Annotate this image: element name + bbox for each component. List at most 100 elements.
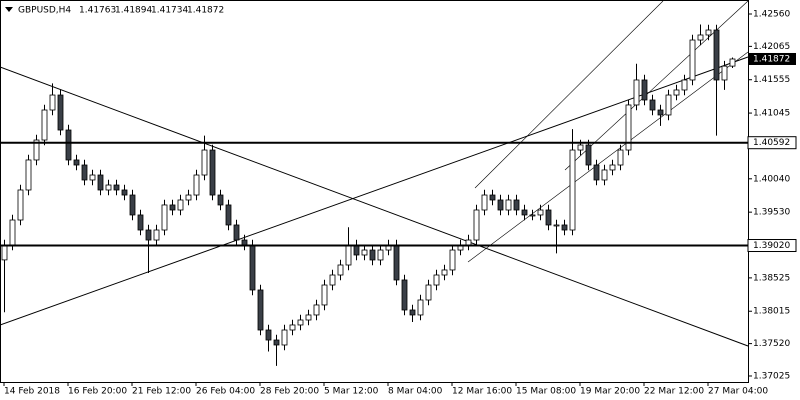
candle-body <box>17 189 24 221</box>
candle-body <box>633 79 640 106</box>
candle-body <box>225 204 232 226</box>
header-high: 1.41894 <box>115 6 152 16</box>
candle-body <box>393 244 400 281</box>
x-tick-label: 14 Feb 2018 <box>4 387 60 397</box>
candle-body <box>617 149 624 166</box>
trendline <box>0 66 749 347</box>
candle-body <box>153 229 160 241</box>
y-tick-label: 1.39530 <box>753 208 790 218</box>
candle-body <box>425 284 432 301</box>
candle-body <box>465 239 472 246</box>
candle-body <box>673 89 680 96</box>
header-low: 1.41734 <box>151 6 188 16</box>
candle-body <box>401 279 408 311</box>
x-tick-label: 15 Mar 08:00 <box>516 387 576 397</box>
candle-body <box>377 249 384 261</box>
price-label-box <box>748 52 796 65</box>
candle-body <box>721 65 728 81</box>
candle-body <box>281 329 288 346</box>
candle-body <box>681 79 688 91</box>
candle-body <box>641 79 648 101</box>
candle-body <box>1 244 8 261</box>
x-tick-label: 19 Mar 20:00 <box>580 387 640 397</box>
candle-body <box>417 299 424 316</box>
header-close: 1.41872 <box>187 6 224 16</box>
channel-line <box>474 0 664 189</box>
candle-body <box>705 29 712 36</box>
candle-body <box>649 99 656 111</box>
level-label: 1.40592 <box>753 138 790 148</box>
candle-body <box>529 214 536 217</box>
candle-body <box>481 194 488 211</box>
candle-body <box>49 94 56 111</box>
candle-body <box>441 269 448 276</box>
candle-body <box>433 274 440 286</box>
candle-body <box>697 34 704 41</box>
candle-body <box>289 324 296 331</box>
candle-body <box>369 249 376 261</box>
candle-body <box>57 94 64 131</box>
candle-body <box>321 284 328 306</box>
candle-body <box>689 39 696 81</box>
candle-body <box>137 214 144 231</box>
candle-body <box>489 194 496 201</box>
header-open: 1.41763 <box>79 6 116 16</box>
candle-body <box>537 209 544 216</box>
x-tick-label: 28 Feb 20:00 <box>260 387 319 397</box>
y-tick-label: 1.42560 <box>753 9 790 19</box>
candle-body <box>665 94 672 116</box>
dropdown-icon[interactable] <box>5 7 13 12</box>
candle-body <box>65 129 72 161</box>
candle-body <box>105 184 112 191</box>
x-tick-label: 21 Feb 12:00 <box>132 387 191 397</box>
candle-body <box>625 104 632 151</box>
symbol-title: GBPUSD,H4 <box>18 6 71 16</box>
candle-body <box>249 244 256 291</box>
candle-body <box>473 209 480 241</box>
candle-body <box>577 144 584 151</box>
y-tick-label: 1.38015 <box>753 307 790 317</box>
candle-body <box>513 199 520 211</box>
x-tick-label: 8 Mar 04:00 <box>388 387 443 397</box>
candle-body <box>233 224 240 241</box>
candle-body <box>217 194 224 206</box>
x-tick-label: 26 Feb 04:00 <box>196 387 255 397</box>
y-tick-label: 1.38525 <box>753 273 790 283</box>
x-tick-label: 12 Mar 16:00 <box>452 387 512 397</box>
candle-body <box>177 199 184 211</box>
candle-body <box>545 209 552 226</box>
candle-body <box>241 239 248 246</box>
candle-body <box>185 194 192 201</box>
candle-body <box>257 289 264 331</box>
candle-body <box>585 144 592 166</box>
channel-line <box>467 51 749 263</box>
candle-body <box>145 229 152 241</box>
y-tick-label: 1.37025 <box>753 371 790 381</box>
candle-body <box>25 159 32 191</box>
overlay <box>0 141 748 247</box>
candle-body <box>601 169 608 181</box>
candle-body <box>561 224 568 231</box>
plot-frame <box>0 0 749 383</box>
candle-body <box>449 249 456 271</box>
y-tick-label: 1.41555 <box>753 75 790 85</box>
candle-body <box>553 224 560 227</box>
candle-body <box>345 244 352 266</box>
candle-body <box>297 319 304 326</box>
candle-body <box>81 164 88 181</box>
candle-body <box>201 149 208 176</box>
candle-body <box>89 174 96 181</box>
candle-body <box>361 249 368 256</box>
candle-body <box>113 184 120 191</box>
candle-body <box>329 274 336 286</box>
candle-body <box>497 199 504 211</box>
price-label: 1.41872 <box>753 54 790 64</box>
y-tick-label: 1.41045 <box>753 109 790 119</box>
candle-body <box>305 314 312 321</box>
y-tick-label: 1.37520 <box>753 339 790 349</box>
candle-body <box>33 139 40 161</box>
candle-body <box>729 58 736 67</box>
candle-body <box>9 219 16 246</box>
level-label: 1.39020 <box>753 241 790 251</box>
